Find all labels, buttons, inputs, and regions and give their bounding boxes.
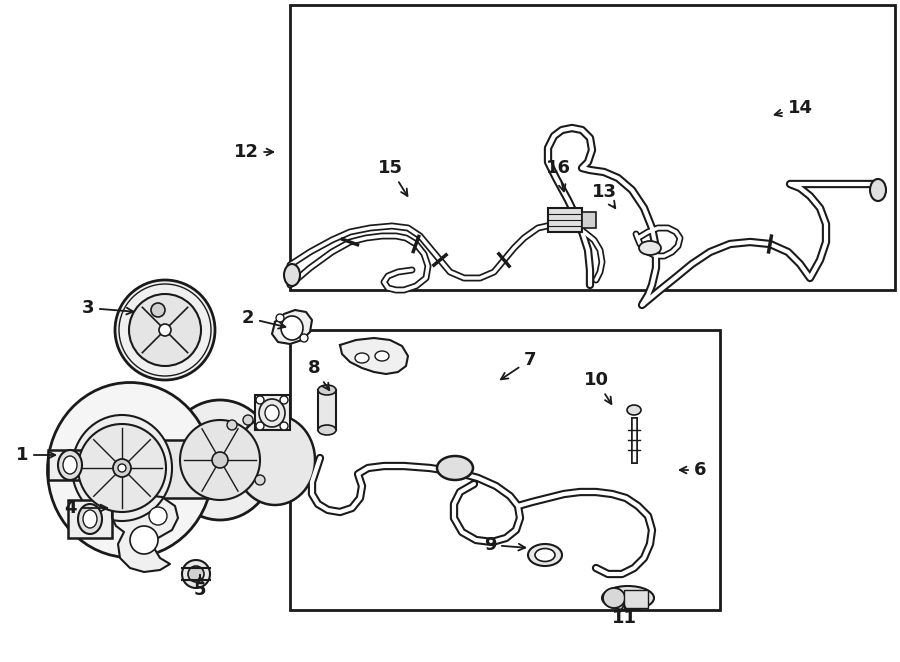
Circle shape [280, 396, 288, 404]
Ellipse shape [284, 264, 300, 286]
Text: 15: 15 [377, 159, 408, 196]
Ellipse shape [72, 415, 172, 521]
Ellipse shape [528, 544, 562, 566]
Text: 3: 3 [82, 299, 133, 317]
Text: 6: 6 [680, 461, 706, 479]
Bar [318, 390, 336, 430]
Text: 2: 2 [242, 309, 285, 328]
Circle shape [276, 314, 284, 322]
Ellipse shape [437, 456, 473, 480]
Text: 12: 12 [233, 143, 274, 161]
Circle shape [243, 415, 253, 425]
Ellipse shape [281, 316, 303, 340]
Text: 7: 7 [501, 351, 536, 379]
Circle shape [227, 420, 237, 430]
Circle shape [129, 294, 201, 366]
Ellipse shape [235, 415, 315, 505]
Circle shape [146, 298, 170, 322]
Circle shape [188, 566, 204, 582]
Ellipse shape [265, 405, 279, 421]
Ellipse shape [78, 504, 102, 534]
Ellipse shape [375, 351, 389, 361]
Ellipse shape [63, 456, 77, 474]
Bar [255, 395, 290, 430]
Bar [582, 212, 596, 228]
Circle shape [115, 280, 215, 380]
Bar [624, 590, 648, 608]
Text: 5: 5 [194, 575, 206, 599]
Circle shape [256, 396, 264, 404]
Ellipse shape [318, 385, 336, 395]
Text: 16: 16 [545, 159, 571, 191]
Circle shape [78, 424, 166, 512]
Text: 1: 1 [16, 446, 55, 464]
Circle shape [182, 560, 210, 588]
Ellipse shape [870, 179, 886, 201]
Circle shape [151, 303, 165, 317]
Circle shape [300, 334, 308, 342]
Ellipse shape [58, 450, 82, 480]
Ellipse shape [355, 353, 369, 363]
Ellipse shape [535, 549, 555, 561]
Text: 4: 4 [64, 499, 107, 517]
Ellipse shape [603, 588, 625, 608]
Ellipse shape [48, 383, 212, 557]
Circle shape [149, 507, 167, 525]
Bar [155, 440, 210, 498]
Polygon shape [272, 310, 312, 344]
Ellipse shape [318, 425, 336, 435]
Circle shape [280, 422, 288, 430]
Circle shape [159, 324, 171, 336]
Text: 10: 10 [583, 371, 611, 404]
Text: 8: 8 [308, 359, 329, 390]
Circle shape [130, 526, 158, 554]
Ellipse shape [87, 449, 97, 481]
Bar [548, 208, 582, 232]
Circle shape [113, 459, 131, 477]
Ellipse shape [639, 241, 661, 255]
Circle shape [180, 420, 260, 500]
Bar [68, 500, 112, 538]
Text: 11: 11 [611, 603, 636, 627]
Text: 14: 14 [775, 99, 813, 117]
Ellipse shape [602, 586, 654, 610]
Ellipse shape [165, 400, 275, 520]
Text: 9: 9 [484, 536, 526, 554]
Bar [290, 330, 720, 610]
Bar [290, 5, 895, 290]
Ellipse shape [83, 510, 97, 528]
Polygon shape [112, 495, 178, 572]
Bar [48, 450, 92, 480]
Ellipse shape [259, 399, 285, 427]
Polygon shape [340, 338, 408, 374]
Text: 13: 13 [591, 183, 617, 208]
Circle shape [212, 452, 228, 468]
Ellipse shape [627, 405, 641, 415]
Circle shape [256, 422, 264, 430]
Circle shape [255, 475, 265, 485]
Circle shape [118, 464, 126, 472]
